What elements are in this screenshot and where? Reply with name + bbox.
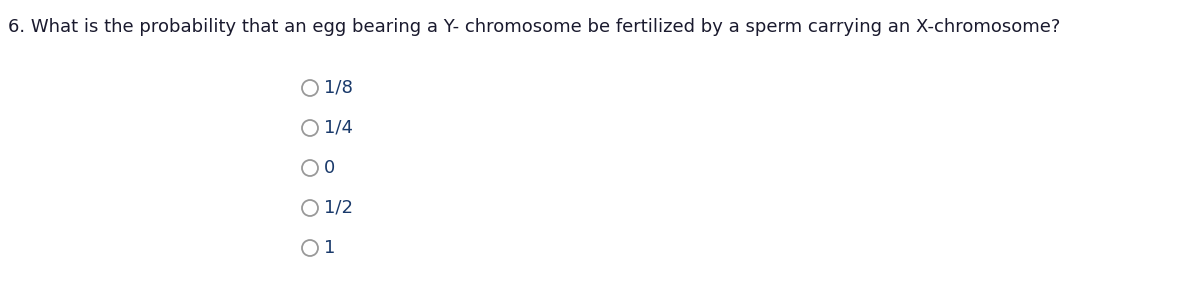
Text: 1/8: 1/8: [324, 79, 353, 97]
Text: 1: 1: [324, 239, 335, 257]
Text: 1/4: 1/4: [324, 119, 353, 137]
Text: 0: 0: [324, 159, 335, 177]
Text: 6. What is the probability that an egg bearing a Y- chromosome be fertilized by : 6. What is the probability that an egg b…: [8, 18, 1061, 36]
Text: 1/2: 1/2: [324, 199, 353, 217]
